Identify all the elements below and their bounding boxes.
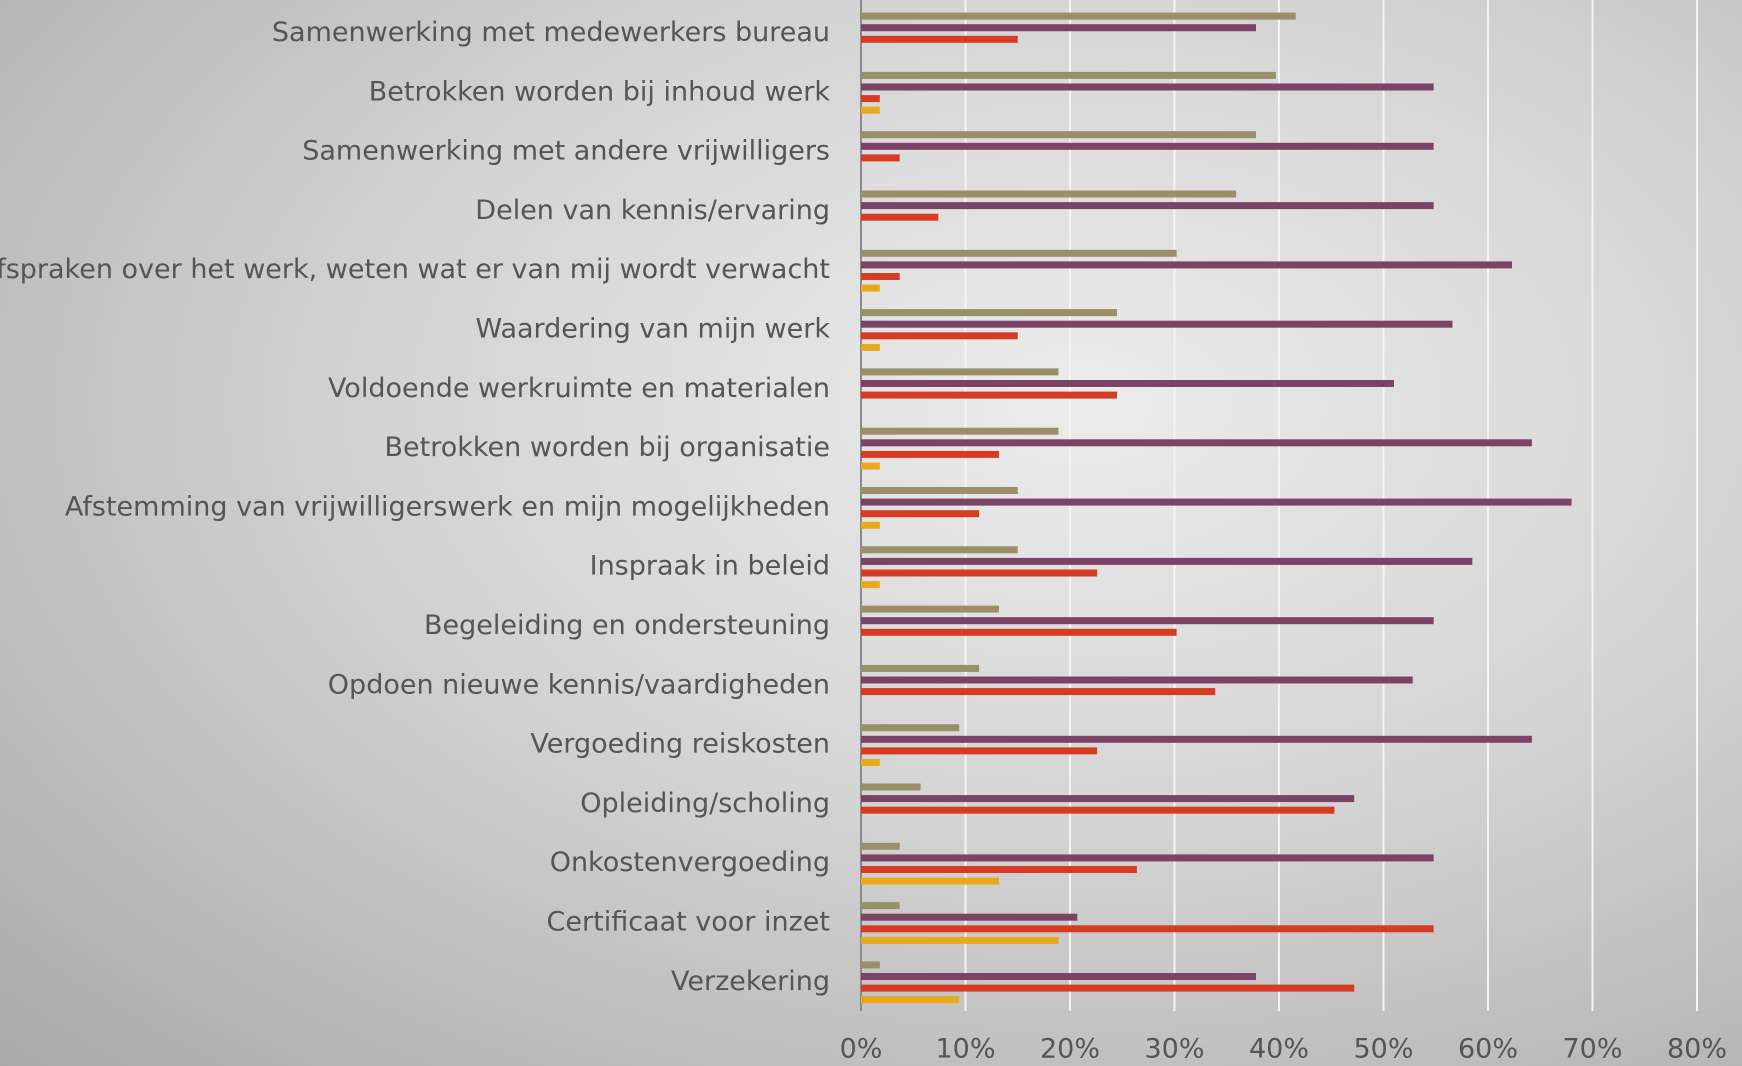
category-label: Voldoende werkruimte en materialen bbox=[328, 373, 830, 404]
bar bbox=[861, 510, 980, 518]
bar bbox=[861, 391, 1118, 399]
bar bbox=[861, 569, 1098, 577]
bar bbox=[861, 557, 1473, 565]
bar bbox=[861, 936, 1059, 944]
bar bbox=[861, 676, 1413, 684]
x-tick-label: 70% bbox=[1562, 1034, 1622, 1065]
category-label: Opdoen nieuwe kennis/vaardigheden bbox=[328, 669, 830, 700]
bar bbox=[861, 213, 939, 221]
bar bbox=[861, 284, 880, 292]
bar bbox=[861, 380, 1394, 387]
bar bbox=[861, 106, 880, 114]
bar bbox=[861, 617, 1434, 625]
x-tick-label: 0% bbox=[840, 1034, 883, 1065]
bar bbox=[861, 95, 880, 103]
bar bbox=[861, 320, 1453, 328]
x-tick-label: 30% bbox=[1144, 1034, 1204, 1065]
bar bbox=[861, 202, 1434, 210]
category-label: Onkostenvergoeding bbox=[550, 847, 830, 878]
bar bbox=[861, 487, 1018, 494]
x-tick-label: 40% bbox=[1249, 1034, 1309, 1065]
bar bbox=[861, 273, 900, 280]
category-label: Waardering van mijn werk bbox=[475, 314, 830, 345]
bar bbox=[861, 142, 1434, 150]
category-label: Samenwerking met medewerkers bureau bbox=[272, 17, 830, 48]
bar bbox=[861, 996, 960, 1004]
bar bbox=[861, 605, 999, 613]
x-tick-label: 20% bbox=[1040, 1034, 1100, 1065]
category-label: Vergoeding reiskosten bbox=[530, 729, 830, 760]
x-tick-label: 10% bbox=[935, 1034, 995, 1065]
bar bbox=[861, 854, 1434, 862]
bar bbox=[861, 795, 1355, 803]
bar bbox=[861, 154, 900, 162]
category-label: Begeleiding en ondersteuning bbox=[424, 610, 830, 641]
category-label: Afspraken over het werk, weten wat er va… bbox=[0, 254, 830, 285]
bar bbox=[861, 521, 880, 529]
bar bbox=[861, 913, 1078, 921]
category-label: Verzekering bbox=[671, 966, 830, 997]
bar bbox=[861, 842, 900, 850]
category-label: Afstemming van vrijwilligerswerk en mijn… bbox=[65, 491, 830, 522]
bar bbox=[861, 462, 880, 470]
bar bbox=[861, 546, 1018, 554]
bar bbox=[861, 902, 900, 910]
bar bbox=[861, 24, 1257, 32]
bar bbox=[861, 759, 880, 766]
category-label: Betrokken worden bij organisatie bbox=[384, 432, 830, 463]
bar bbox=[861, 427, 1059, 435]
bar bbox=[861, 688, 1216, 696]
bar bbox=[861, 961, 880, 969]
bar bbox=[861, 12, 1296, 20]
category-label: Delen van kennis/ervaring bbox=[475, 195, 830, 226]
bar bbox=[861, 343, 880, 351]
category-label: Certificaat voor inzet bbox=[547, 907, 830, 938]
bar bbox=[861, 71, 1276, 79]
bar bbox=[861, 783, 921, 791]
bar bbox=[861, 249, 1177, 257]
bar bbox=[861, 984, 1355, 992]
bar bbox=[861, 190, 1237, 198]
bar bbox=[861, 877, 999, 885]
bar bbox=[861, 735, 1532, 743]
bar bbox=[861, 498, 1572, 506]
bar bbox=[861, 747, 1098, 755]
bar bbox=[861, 973, 1257, 980]
bar bbox=[861, 35, 1018, 43]
category-label: Betrokken worden bij inhoud werk bbox=[369, 76, 831, 107]
bar bbox=[861, 724, 960, 732]
bar bbox=[861, 368, 1059, 376]
x-tick-label: 50% bbox=[1353, 1034, 1413, 1065]
bar bbox=[861, 664, 980, 672]
x-tick-label: 80% bbox=[1667, 1034, 1727, 1065]
bar bbox=[861, 450, 999, 458]
bar bbox=[861, 439, 1532, 447]
category-label: Samenwerking met andere vrijwilligers bbox=[302, 136, 830, 167]
bar bbox=[861, 332, 1018, 340]
bar bbox=[861, 131, 1257, 139]
bar bbox=[861, 261, 1513, 269]
bar bbox=[861, 309, 1118, 317]
category-label: Inspraak in beleid bbox=[590, 551, 830, 582]
bar bbox=[861, 925, 1434, 933]
category-label: Opleiding/scholing bbox=[580, 788, 830, 819]
bar bbox=[861, 83, 1434, 91]
x-tick-label: 60% bbox=[1458, 1034, 1518, 1065]
bar bbox=[861, 806, 1335, 814]
bar bbox=[861, 866, 1137, 873]
bar bbox=[861, 628, 1177, 636]
bar bbox=[861, 581, 880, 589]
